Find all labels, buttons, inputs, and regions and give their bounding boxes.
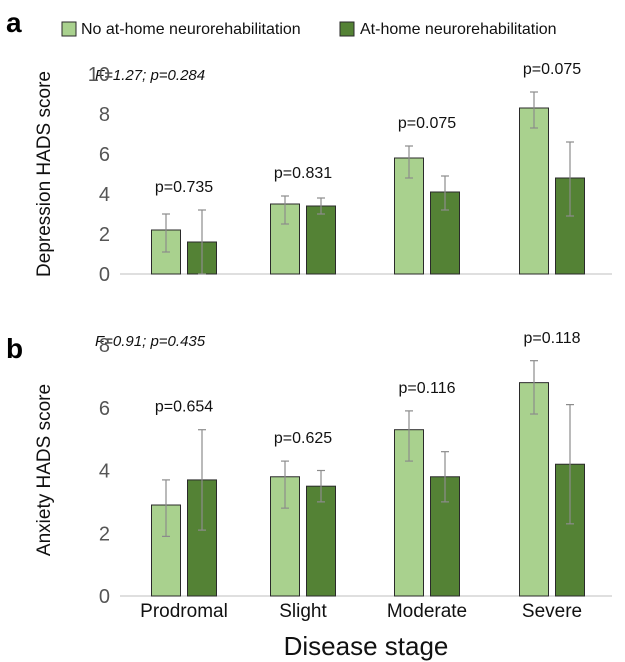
bars-b: [151, 382, 585, 597]
category-labels: Prodromal Slight Moderate Severe: [140, 601, 582, 622]
y-tick-label-b-4: 8: [99, 335, 110, 357]
bar-a-slight-s1: [306, 205, 336, 275]
category-label-moderate: Moderate: [387, 601, 467, 622]
p-value-b-moderate: p=0.116: [398, 380, 455, 397]
error-bars-b: [162, 360, 574, 537]
bar-b-moderate-s1: [430, 476, 460, 597]
panel-b: b F=0.91; p=0.435 Anxiety HADS score 0 2 4…: [6, 330, 612, 608]
ylabel-a: Depression HADS score: [34, 71, 55, 277]
bar-b-severe-s0: [519, 382, 549, 597]
p-value-a-moderate: p=0.075: [398, 115, 456, 132]
p-values-b: p=0.654 p=0.625 p=0.116 p=0.118: [155, 330, 581, 447]
category-label-slight: Slight: [279, 601, 327, 622]
panel-letter-a: a: [6, 7, 22, 38]
y-tick-label-a-0: 0: [99, 264, 110, 286]
legend-swatch-at-home: [339, 21, 355, 37]
bar-b-slight-s1: [306, 485, 336, 597]
stat-note-b: F=0.91; p=0.435: [95, 333, 206, 350]
error-bars-a: [162, 91, 574, 275]
y-tick-label-a-4: 8: [99, 104, 110, 126]
p-value-b-slight: p=0.625: [274, 430, 332, 447]
y-tick-label-a-1: 2: [99, 224, 110, 246]
legend: No at-home neurorehabilitation At-home n…: [61, 21, 557, 38]
y-tick-label-a-3: 6: [99, 144, 110, 166]
p-value-b-severe: p=0.118: [523, 330, 580, 347]
stat-note-a: F=1.27; p=0.284: [95, 67, 205, 84]
panel-a: a F=1.27; p=0.284 Depression HADS score …: [6, 7, 612, 286]
y-tick-label-b-0: 0: [99, 586, 110, 608]
y-tick-label-b-1: 2: [99, 523, 110, 545]
bars-a: [151, 107, 585, 275]
bar-b-prodromal-s0: [151, 504, 181, 597]
legend-label-no-at-home: No at-home neurorehabilitation: [81, 21, 301, 38]
panel-letter-b: b: [6, 333, 23, 364]
y-ticks-a: 0 2 4 6 8 10: [88, 64, 110, 286]
p-value-b-prodromal: p=0.654: [155, 399, 213, 416]
category-label-prodromal: Prodromal: [140, 601, 228, 622]
p-values-a: p=0.735 p=0.831 p=0.075 p=0.075: [155, 61, 581, 196]
ylabel-b: Anxiety HADS score: [34, 384, 55, 556]
y-tick-label-a-5: 10: [88, 64, 110, 86]
y-tick-label-b-3: 6: [99, 398, 110, 420]
legend-swatch-no-at-home: [61, 21, 77, 37]
p-value-a-severe: p=0.075: [523, 61, 581, 78]
bar-a-severe-s0: [519, 107, 549, 275]
p-value-a-prodromal: p=0.735: [155, 179, 213, 196]
p-value-a-slight: p=0.831: [274, 165, 332, 182]
y-ticks-b: 0 2 4 6 8: [99, 335, 110, 608]
y-tick-label-a-2: 4: [99, 184, 110, 206]
y-tick-label-b-2: 4: [99, 461, 110, 483]
category-label-severe: Severe: [522, 601, 582, 622]
x-axis-title: Disease stage: [284, 631, 449, 661]
legend-label-at-home: At-home neurorehabilitation: [360, 21, 557, 38]
